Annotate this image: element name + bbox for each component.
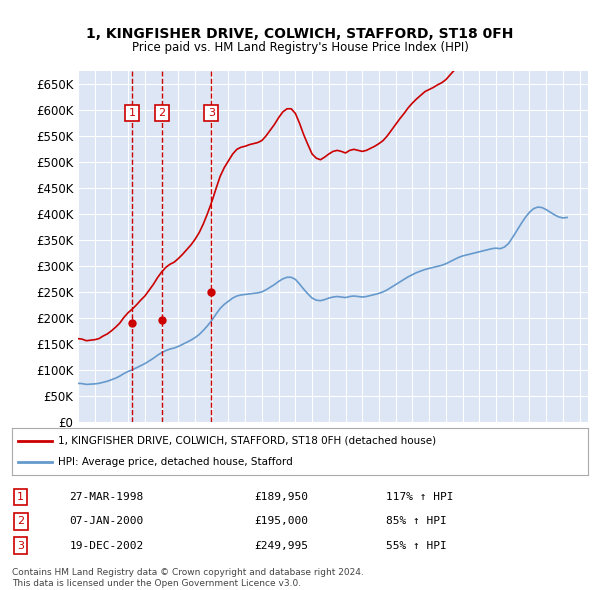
- Text: 3: 3: [208, 108, 215, 118]
- Text: HPI: Average price, detached house, Stafford: HPI: Average price, detached house, Staf…: [58, 457, 293, 467]
- Text: 1: 1: [17, 492, 24, 502]
- Text: Price paid vs. HM Land Registry's House Price Index (HPI): Price paid vs. HM Land Registry's House …: [131, 41, 469, 54]
- Text: This data is licensed under the Open Government Licence v3.0.: This data is licensed under the Open Gov…: [12, 579, 301, 588]
- Text: 27-MAR-1998: 27-MAR-1998: [70, 492, 144, 502]
- Text: 3: 3: [17, 541, 24, 550]
- Text: 2: 2: [158, 108, 166, 118]
- Text: £195,000: £195,000: [254, 516, 308, 526]
- Text: Contains HM Land Registry data © Crown copyright and database right 2024.: Contains HM Land Registry data © Crown c…: [12, 568, 364, 576]
- Text: 1: 1: [128, 108, 136, 118]
- Text: 2: 2: [17, 516, 24, 526]
- Text: 117% ↑ HPI: 117% ↑ HPI: [386, 492, 454, 502]
- Text: 55% ↑ HPI: 55% ↑ HPI: [386, 541, 447, 550]
- Text: 1, KINGFISHER DRIVE, COLWICH, STAFFORD, ST18 0FH: 1, KINGFISHER DRIVE, COLWICH, STAFFORD, …: [86, 27, 514, 41]
- Text: 19-DEC-2002: 19-DEC-2002: [70, 541, 144, 550]
- Text: 1, KINGFISHER DRIVE, COLWICH, STAFFORD, ST18 0FH (detached house): 1, KINGFISHER DRIVE, COLWICH, STAFFORD, …: [58, 436, 436, 446]
- Text: £249,995: £249,995: [254, 541, 308, 550]
- Text: 85% ↑ HPI: 85% ↑ HPI: [386, 516, 447, 526]
- Text: 07-JAN-2000: 07-JAN-2000: [70, 516, 144, 526]
- Text: £189,950: £189,950: [254, 492, 308, 502]
